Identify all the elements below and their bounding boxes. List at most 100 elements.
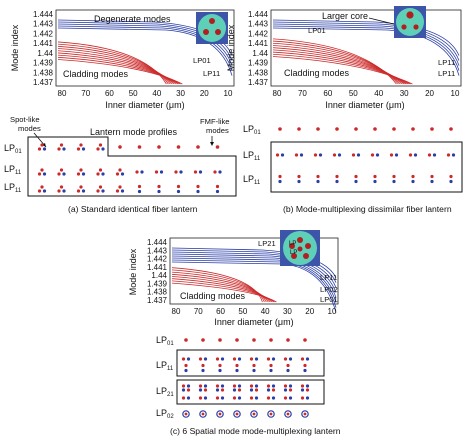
mode-spot [181, 384, 186, 388]
mode-spot [235, 412, 239, 416]
mode-spot [316, 179, 320, 184]
mode-spot [159, 170, 164, 174]
mode-spot [300, 384, 305, 388]
mode-spot [232, 357, 237, 361]
y-tick-label: 1.438 [147, 288, 168, 297]
x-tick-label: 30 [176, 89, 185, 98]
panel-c-lp01-label: LP01 [320, 295, 338, 304]
mode-spot [218, 170, 222, 174]
mode-spot [201, 412, 205, 416]
mode-spot [446, 153, 451, 157]
mode-spot [118, 185, 122, 189]
x-tick-label: 80 [273, 89, 282, 98]
mode-spot [96, 172, 100, 176]
mode-spot [283, 357, 288, 361]
mode-spot [275, 153, 280, 157]
mode-spot [297, 179, 301, 184]
mode-spot [201, 368, 205, 373]
mode-spot [351, 153, 356, 157]
annot-fmf-like-1: FMF-like [200, 117, 230, 126]
mode-spot [42, 172, 47, 176]
mode-spot [220, 396, 225, 400]
mode-spot [354, 127, 358, 131]
panel-c-fiber-inset: LP LP [280, 230, 320, 266]
mode-spot [316, 174, 320, 179]
mode-spot [354, 179, 358, 184]
mode-curve-blue [272, 25, 460, 71]
mode-spot [218, 338, 222, 342]
x-tick-label: 20 [425, 89, 434, 98]
mode-spot [283, 388, 288, 392]
mode-spot [254, 396, 259, 400]
panel-b-curves [272, 19, 460, 85]
y-tick-label: 1.437 [147, 296, 168, 305]
mode-spot [252, 368, 256, 373]
mode-spot [59, 185, 64, 189]
y-tick-label: 1.438 [248, 68, 269, 77]
panel-a-xticks: 80 70 60 50 40 30 20 10 [58, 89, 233, 98]
mode-ring [216, 410, 224, 418]
mode-spot [249, 384, 254, 388]
mode-spot [181, 388, 186, 392]
x-tick-label: 50 [129, 89, 138, 98]
mode-spot [179, 170, 183, 174]
mode-spot [269, 363, 273, 368]
mode-spot [370, 153, 375, 157]
mode-spot [394, 153, 399, 157]
mode-spot [408, 153, 413, 157]
mode-spot [373, 179, 377, 184]
mode-spot [373, 127, 377, 131]
panel-a-profiles: Spot-like modes Lantern mode profiles FM… [4, 115, 237, 214]
mode-spot [101, 189, 105, 193]
panel-c-lp21-label: LP21 [258, 239, 276, 248]
mode-spot [154, 170, 159, 174]
mode-spot [449, 127, 453, 131]
y-tick-label: 1.44 [151, 271, 167, 280]
mode-spot [157, 145, 161, 149]
mode-curve-red [57, 45, 171, 85]
mode-spot [232, 388, 237, 392]
mode-spot [181, 396, 186, 400]
mode-spot [76, 189, 81, 193]
mode-spot [232, 396, 237, 400]
mode-spot [120, 189, 125, 193]
mode-spot [451, 153, 456, 157]
mode-spot [140, 170, 144, 174]
panel-a-row-lp01: LP01 [4, 143, 22, 155]
y-tick-label: 1.442 [248, 29, 269, 38]
mode-curve-blue [171, 255, 337, 298]
mode-curve-blue [272, 27, 460, 76]
x-tick-label: 60 [216, 307, 225, 316]
y-tick-label: 1.444 [248, 10, 269, 19]
mode-curve-red [57, 43, 169, 85]
y-tick-label: 1.442 [147, 255, 168, 264]
mode-spot [203, 384, 208, 388]
mode-spot [354, 174, 358, 179]
panel-b-profiles: LP01 LP11 LP11 (b) Mode-multiplexing dis… [243, 124, 463, 214]
mode-spot [176, 189, 181, 194]
mode-spot [215, 396, 220, 400]
mode-spot [297, 127, 301, 131]
mode-spot [96, 189, 100, 193]
mode-spot [313, 153, 318, 157]
mode-spot [271, 384, 276, 388]
y-tick-label: 1.443 [248, 20, 269, 29]
panel-c-xlabel: Inner diameter (μm) [214, 317, 293, 327]
mode-spot [79, 185, 83, 189]
x-tick-label: 30 [400, 89, 409, 98]
mode-curve-blue [171, 257, 337, 303]
mode-spot [59, 143, 64, 147]
mode-spot [215, 357, 220, 361]
mode-spot [316, 127, 320, 131]
mode-spot [411, 127, 415, 131]
mode-spot [237, 388, 242, 392]
mode-spot [198, 388, 203, 392]
mode-spot [137, 145, 142, 149]
mode-spot [198, 357, 203, 361]
mode-spot [278, 174, 282, 179]
mode-spot [249, 396, 254, 400]
x-tick-label: 50 [349, 89, 358, 98]
mode-spot [137, 184, 142, 189]
panel-c-profiles: LP01 LP11 LP21 LP02 (c) 6 Spatial mode m… [156, 335, 341, 436]
